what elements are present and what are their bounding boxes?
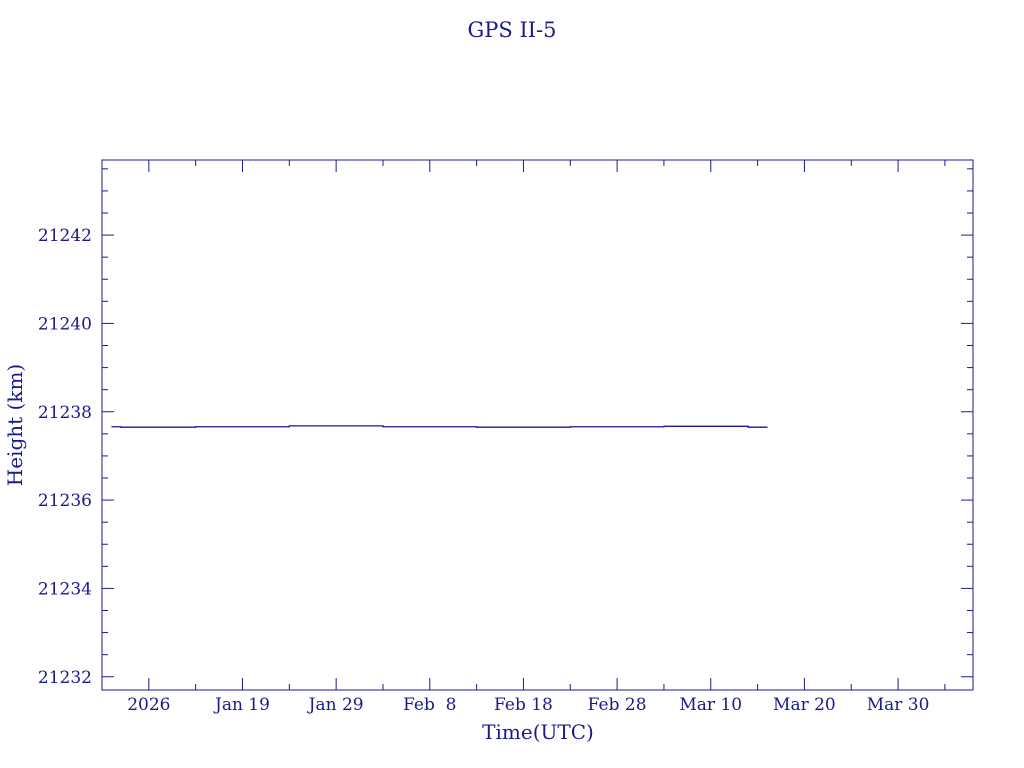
x-tick-label: Feb 18 — [494, 695, 553, 715]
axis-ticks — [102, 160, 973, 690]
x-axis-label: Time(UTC) — [482, 720, 594, 744]
y-tick-labels: 21232 21234 21236 21238 21240 21242 — [38, 226, 92, 688]
y-tick-label: 21232 — [38, 668, 92, 688]
x-tick-label: Mar 10 — [679, 695, 742, 715]
x-tick-label: Feb 8 — [403, 695, 456, 715]
y-tick-label: 21238 — [38, 403, 92, 423]
x-tick-label: Feb 28 — [588, 695, 647, 715]
chart-title: GPS II-5 — [467, 18, 556, 42]
x-tick-label: Mar 20 — [773, 695, 836, 715]
x-tick-label: Jan 19 — [213, 695, 270, 715]
x-tick-label: Jan 29 — [307, 695, 364, 715]
series-line — [111, 425, 768, 428]
x-tick-label: 2026 — [127, 695, 170, 715]
y-tick-label: 21234 — [38, 579, 92, 599]
plot-frame — [101, 159, 974, 691]
y-tick-label: 21242 — [38, 226, 92, 246]
y-axis-label: Height (km) — [3, 364, 27, 486]
y-tick-label: 21236 — [38, 491, 92, 511]
y-tick-label: 21240 — [38, 314, 92, 334]
x-tick-labels: 2026 Jan 19 Jan 29 Feb 8 Feb 18 Feb 28 Mar 10 M… — [127, 695, 929, 715]
x-tick-label: Mar 30 — [867, 695, 930, 715]
